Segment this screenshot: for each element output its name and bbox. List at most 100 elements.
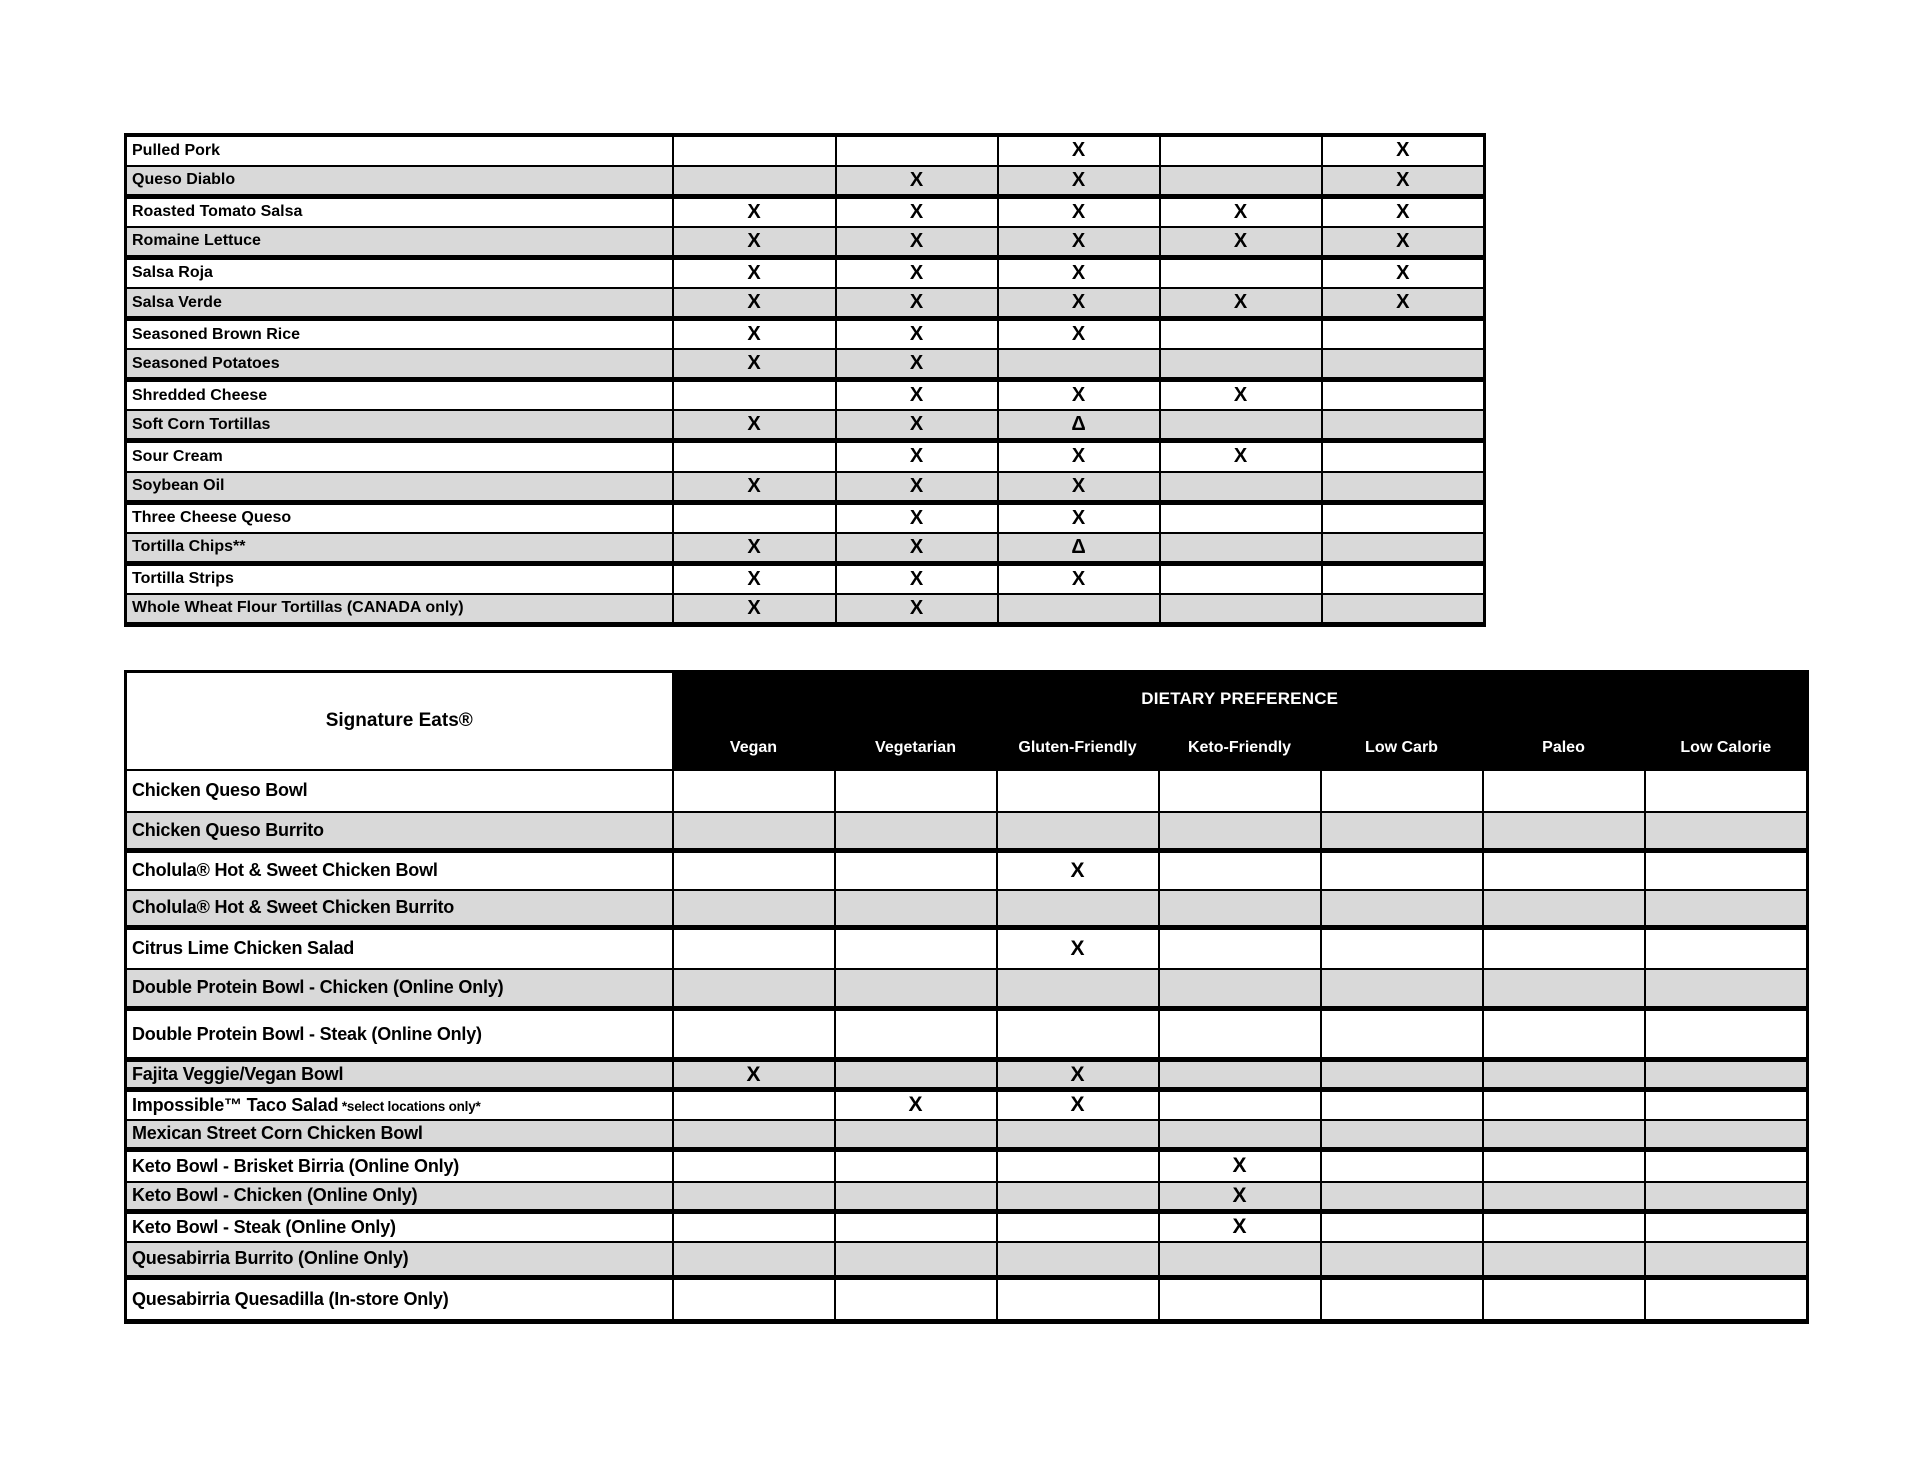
table-row: Soybean Oil X X X: [124, 470, 1486, 505]
x-mark-cell: X: [1157, 1148, 1322, 1183]
empty-mark-cell: [995, 1118, 1160, 1152]
empty-mark-cell: [1481, 1180, 1646, 1214]
x-mark-cell: X: [1320, 164, 1486, 199]
x-mark-cell: X: [996, 562, 1161, 595]
empty-mark-cell: [1643, 926, 1809, 970]
item-name-cell: Salsa Roja: [124, 256, 674, 289]
empty-mark-cell: [671, 768, 836, 813]
empty-mark-cell: [996, 592, 1161, 627]
table-row: Keto Bowl - Brisket Birria (Online Only)…: [124, 1148, 1809, 1183]
x-mark-cell: X: [834, 317, 999, 351]
x-mark-cell: X: [996, 256, 1161, 289]
x-mark-cell: X: [834, 348, 999, 383]
table-row: Fajita Veggie/Vegan Bowl X X: [124, 1058, 1809, 1092]
empty-mark-cell: [671, 1210, 836, 1243]
x-mark-cell: X: [834, 378, 999, 412]
item-name: Seasoned Potatoes: [132, 354, 280, 372]
table-row: Whole Wheat Flour Tortillas (CANADA only…: [124, 592, 1486, 627]
table-row: Double Protein Bowl - Chicken (Online On…: [124, 967, 1809, 1011]
table-row: Chicken Queso Burrito: [124, 810, 1809, 853]
item-name: Double Protein Bowl - Chicken (Online On…: [132, 977, 504, 998]
item-name-cell: Roasted Tomato Salsa: [124, 195, 674, 228]
item-name-cell: Double Protein Bowl - Chicken (Online On…: [124, 967, 674, 1011]
table-header-row: Signature Eats® DIETARY PREFERENCE: [124, 670, 1809, 771]
x-mark-cell: X: [671, 348, 837, 383]
item-name-cell: Salsa Verde: [124, 286, 674, 322]
empty-mark-cell: [833, 849, 998, 891]
empty-mark-cell: [671, 849, 836, 891]
item-name-cell: Three Cheese Queso: [124, 501, 674, 534]
item-name-cell: Citrus Lime Chicken Salad: [124, 926, 674, 970]
item-name-cell: Impossible™ Taco Salad *select locations…: [124, 1088, 674, 1121]
x-mark-cell: X: [1320, 134, 1486, 167]
empty-mark-cell: [996, 348, 1161, 383]
empty-mark-cell: [1320, 592, 1486, 627]
x-mark-cell: X: [995, 849, 1160, 891]
empty-mark-cell: [1481, 810, 1646, 853]
table-row: Salsa Verde X X X X X: [124, 286, 1486, 322]
empty-mark-cell: [1157, 768, 1322, 813]
empty-mark-cell: [671, 888, 836, 930]
item-name-cell: Pulled Pork: [124, 134, 674, 167]
empty-mark-cell: [1158, 501, 1323, 534]
empty-mark-cell: [1643, 1088, 1809, 1121]
column-header-vegetarian: Vegetarian: [833, 725, 998, 771]
empty-mark-cell: [671, 134, 837, 167]
empty-mark-cell: [1643, 768, 1809, 813]
empty-mark-cell: [1481, 967, 1646, 1011]
delta-mark-cell: Δ: [996, 531, 1161, 566]
empty-mark-cell: [1158, 134, 1323, 167]
x-mark-cell: X: [834, 470, 999, 505]
x-mark-cell: X: [671, 317, 837, 351]
item-name: Salsa Roja: [132, 264, 213, 282]
x-mark-cell: X: [1158, 378, 1323, 412]
empty-mark-cell: [833, 967, 998, 1011]
empty-mark-cell: [1320, 470, 1486, 505]
empty-mark-cell: [671, 1148, 836, 1183]
empty-mark-cell: [1643, 810, 1809, 853]
item-name-cell: Keto Bowl - Steak (Online Only): [124, 1210, 674, 1243]
item-name: Sour Cream: [132, 447, 223, 465]
item-name-cell: Sour Cream: [124, 439, 674, 473]
empty-mark-cell: [671, 1240, 836, 1280]
empty-mark-cell: [1158, 348, 1323, 383]
empty-mark-cell: [671, 967, 836, 1011]
empty-mark-cell: [1158, 409, 1323, 444]
empty-mark-cell: [1481, 1276, 1646, 1324]
empty-mark-cell: [1157, 1240, 1322, 1280]
item-name: Chicken Queso Burrito: [132, 819, 324, 840]
empty-mark-cell: [1643, 1148, 1809, 1183]
empty-mark-cell: [833, 1276, 998, 1324]
x-mark-cell: X: [1320, 225, 1486, 260]
x-mark-cell: X: [671, 562, 837, 595]
empty-mark-cell: [1319, 1276, 1484, 1324]
empty-mark-cell: [995, 1007, 1160, 1062]
empty-mark-cell: [833, 768, 998, 813]
table-row: Quesabirria Burrito (Online Only): [124, 1240, 1809, 1280]
item-name: Roasted Tomato Salsa: [132, 203, 303, 221]
empty-mark-cell: [833, 1148, 998, 1183]
item-name-cell: Romaine Lettuce: [124, 225, 674, 260]
x-mark-cell: X: [834, 531, 999, 566]
x-mark-cell: X: [834, 439, 999, 473]
empty-mark-cell: [1319, 810, 1484, 853]
continued-ingredient-dietary-table: Pulled Pork X X Queso Diablo X X X Roasted Toma…: [124, 133, 1486, 627]
empty-mark-cell: [1481, 1088, 1646, 1121]
empty-mark-cell: [1319, 1007, 1484, 1062]
item-name: Impossible™ Taco Salad: [132, 1094, 339, 1115]
empty-mark-cell: [833, 1118, 998, 1152]
empty-mark-cell: [1319, 926, 1484, 970]
empty-mark-cell: [1319, 1210, 1484, 1243]
x-mark-cell: X: [996, 317, 1161, 351]
x-mark-cell: X: [671, 195, 837, 228]
table-row: Pulled Pork X X: [124, 134, 1486, 167]
item-name: Salsa Verde: [132, 293, 222, 311]
empty-mark-cell: [995, 1148, 1160, 1183]
x-mark-cell: X: [1157, 1210, 1322, 1243]
empty-mark-cell: [671, 501, 837, 534]
table-row: Three Cheese Queso X X: [124, 501, 1486, 534]
empty-mark-cell: [671, 439, 837, 473]
x-mark-cell: X: [996, 439, 1161, 473]
dietary-preference-header-cell: DIETARY PREFERENCE: [671, 670, 1809, 728]
item-name-cell: Quesabirria Burrito (Online Only): [124, 1240, 674, 1280]
